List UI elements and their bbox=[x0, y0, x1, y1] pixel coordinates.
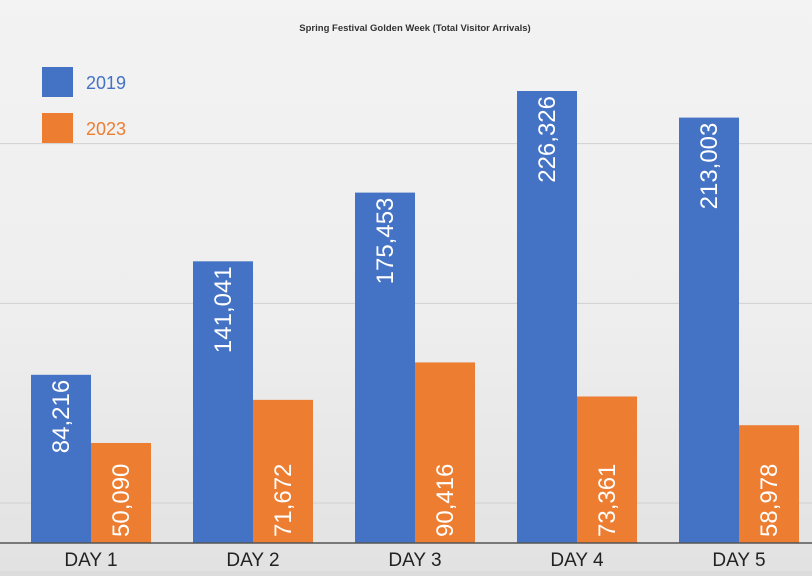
bars bbox=[31, 91, 799, 544]
category-label: DAY 1 bbox=[64, 550, 117, 571]
data-label: 90,416 bbox=[432, 464, 459, 537]
bar-2019-day-5 bbox=[679, 117, 739, 544]
legend-swatch-2023 bbox=[42, 113, 73, 143]
bar-2023-day-3 bbox=[415, 362, 475, 543]
data-label: 226,326 bbox=[534, 96, 561, 183]
bar-2019-day-3 bbox=[355, 192, 415, 544]
bar-2019-day-1 bbox=[31, 374, 91, 543]
category-label: DAY 3 bbox=[388, 550, 441, 571]
data-label: 141,041 bbox=[210, 266, 237, 353]
legend-label-2019: 2019 bbox=[86, 73, 126, 93]
bar-2023-day-2 bbox=[253, 399, 313, 543]
category-label: DAY 2 bbox=[226, 550, 279, 571]
category-label: DAY 4 bbox=[550, 550, 604, 571]
chart-title: Spring Festival Golden Week (Total Visit… bbox=[299, 23, 530, 34]
category-label: DAY 5 bbox=[712, 550, 765, 571]
legend-label-2023: 2023 bbox=[86, 119, 126, 139]
data-label: 213,003 bbox=[696, 123, 723, 210]
legend-swatch-2019 bbox=[42, 67, 73, 97]
x-axis: DAY 1 DAY 2 DAY 3 DAY 4 DAY 5 bbox=[0, 542, 812, 571]
data-label: 50,090 bbox=[108, 464, 135, 537]
legend: 2019 2023 bbox=[42, 67, 126, 143]
data-label: 73,361 bbox=[594, 464, 621, 537]
data-label: 175,453 bbox=[372, 198, 399, 285]
data-labels: 84,216 50,090 141,041 71,672 175,453 90,416 22… bbox=[48, 96, 783, 537]
bar-2023-day-5 bbox=[739, 425, 799, 543]
bar-2019-day-2 bbox=[193, 261, 253, 543]
bar-2023-day-4 bbox=[577, 396, 637, 543]
bar-2023-day-1 bbox=[91, 442, 151, 543]
data-label: 71,672 bbox=[270, 464, 297, 537]
bar-2019-day-4 bbox=[517, 91, 577, 543]
data-label: 58,978 bbox=[756, 464, 783, 537]
data-label: 84,216 bbox=[48, 380, 75, 453]
